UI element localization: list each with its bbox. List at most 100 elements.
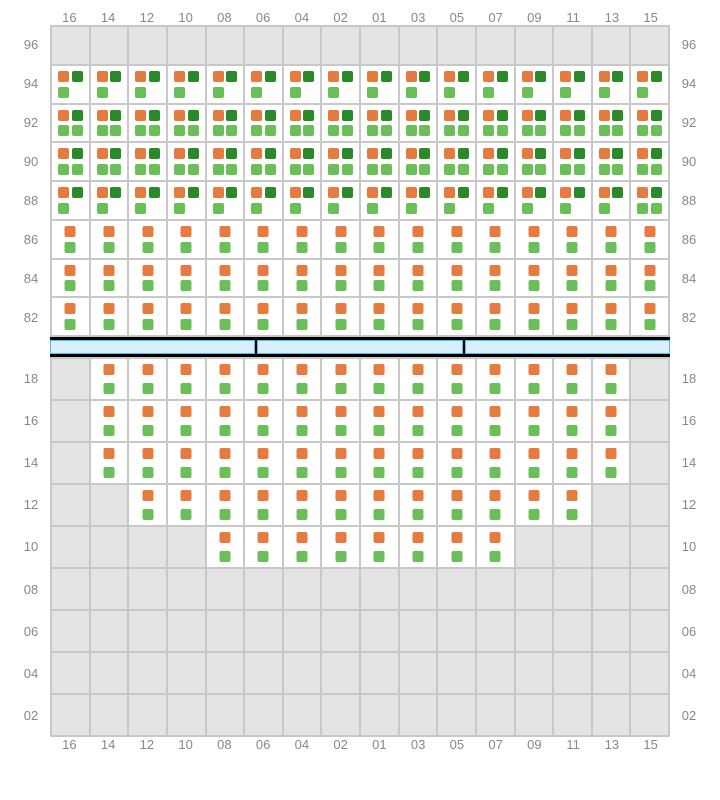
seat-cell[interactable] <box>128 442 167 484</box>
seat-cell[interactable] <box>553 400 592 442</box>
seat-cell[interactable] <box>360 358 399 400</box>
seat-cell[interactable] <box>206 104 245 143</box>
seat-cell[interactable] <box>360 142 399 181</box>
seat-cell[interactable] <box>360 181 399 220</box>
seat-cell[interactable] <box>360 104 399 143</box>
seat-cell[interactable] <box>476 297 515 336</box>
seat-cell[interactable] <box>90 297 129 336</box>
seat-cell[interactable] <box>283 358 322 400</box>
seat-cell[interactable] <box>206 442 245 484</box>
seat-cell[interactable] <box>206 65 245 104</box>
seat-cell[interactable] <box>128 181 167 220</box>
seat-cell[interactable] <box>592 297 631 336</box>
seat-cell[interactable] <box>553 358 592 400</box>
seat-cell[interactable] <box>283 220 322 259</box>
seat-cell[interactable] <box>360 220 399 259</box>
seat-cell[interactable] <box>244 484 283 526</box>
seat-cell[interactable] <box>515 142 554 181</box>
seat-cell[interactable] <box>51 220 90 259</box>
seat-cell[interactable] <box>321 259 360 298</box>
seat-cell[interactable] <box>630 142 669 181</box>
seat-cell[interactable] <box>360 484 399 526</box>
seat-cell[interactable] <box>630 259 669 298</box>
seat-cell[interactable] <box>476 181 515 220</box>
seat-cell[interactable] <box>399 526 438 568</box>
seat-cell[interactable] <box>283 142 322 181</box>
seat-cell[interactable] <box>437 358 476 400</box>
seat-cell[interactable] <box>128 220 167 259</box>
seat-cell[interactable] <box>283 526 322 568</box>
seat-cell[interactable] <box>476 484 515 526</box>
seat-cell[interactable] <box>399 484 438 526</box>
seat-cell[interactable] <box>128 297 167 336</box>
seat-cell[interactable] <box>360 297 399 336</box>
seat-cell[interactable] <box>553 220 592 259</box>
seat-cell[interactable] <box>244 220 283 259</box>
seat-cell[interactable] <box>167 484 206 526</box>
seat-cell[interactable] <box>515 358 554 400</box>
seat-cell[interactable] <box>437 526 476 568</box>
seat-cell[interactable] <box>321 526 360 568</box>
seat-cell[interactable] <box>167 259 206 298</box>
seat-cell[interactable] <box>515 259 554 298</box>
seat-cell[interactable] <box>592 400 631 442</box>
seat-cell[interactable] <box>553 442 592 484</box>
seat-cell[interactable] <box>515 181 554 220</box>
seat-cell[interactable] <box>553 181 592 220</box>
seat-cell[interactable] <box>321 104 360 143</box>
seat-cell[interactable] <box>90 65 129 104</box>
seat-cell[interactable] <box>476 220 515 259</box>
seat-cell[interactable] <box>90 442 129 484</box>
seat-cell[interactable] <box>167 65 206 104</box>
seat-cell[interactable] <box>399 104 438 143</box>
seat-cell[interactable] <box>283 400 322 442</box>
seat-cell[interactable] <box>399 442 438 484</box>
seat-cell[interactable] <box>437 65 476 104</box>
seat-cell[interactable] <box>51 259 90 298</box>
seat-cell[interactable] <box>399 358 438 400</box>
seat-cell[interactable] <box>90 142 129 181</box>
seat-cell[interactable] <box>321 442 360 484</box>
seat-cell[interactable] <box>90 181 129 220</box>
seat-cell[interactable] <box>206 526 245 568</box>
seat-cell[interactable] <box>321 142 360 181</box>
seat-cell[interactable] <box>51 142 90 181</box>
seat-cell[interactable] <box>592 65 631 104</box>
seat-cell[interactable] <box>244 400 283 442</box>
seat-cell[interactable] <box>321 65 360 104</box>
seat-cell[interactable] <box>515 484 554 526</box>
seat-cell[interactable] <box>592 220 631 259</box>
seat-cell[interactable] <box>437 104 476 143</box>
seat-cell[interactable] <box>515 220 554 259</box>
seat-cell[interactable] <box>437 484 476 526</box>
seat-cell[interactable] <box>592 104 631 143</box>
seat-cell[interactable] <box>321 181 360 220</box>
seat-cell[interactable] <box>321 400 360 442</box>
seat-cell[interactable] <box>128 104 167 143</box>
seat-cell[interactable] <box>592 358 631 400</box>
seat-cell[interactable] <box>360 400 399 442</box>
seat-cell[interactable] <box>244 297 283 336</box>
seat-cell[interactable] <box>244 442 283 484</box>
seat-cell[interactable] <box>476 358 515 400</box>
seat-cell[interactable] <box>167 220 206 259</box>
seat-cell[interactable] <box>592 142 631 181</box>
seat-cell[interactable] <box>476 526 515 568</box>
seat-cell[interactable] <box>128 65 167 104</box>
seat-cell[interactable] <box>630 65 669 104</box>
seat-cell[interactable] <box>360 65 399 104</box>
seat-cell[interactable] <box>167 442 206 484</box>
seat-cell[interactable] <box>437 297 476 336</box>
seat-cell[interactable] <box>553 104 592 143</box>
seat-cell[interactable] <box>360 259 399 298</box>
seat-cell[interactable] <box>283 181 322 220</box>
seat-cell[interactable] <box>167 104 206 143</box>
seat-cell[interactable] <box>515 442 554 484</box>
seat-cell[interactable] <box>167 142 206 181</box>
seat-cell[interactable] <box>51 104 90 143</box>
seat-cell[interactable] <box>206 142 245 181</box>
seat-cell[interactable] <box>90 358 129 400</box>
seat-cell[interactable] <box>90 400 129 442</box>
seat-cell[interactable] <box>553 484 592 526</box>
seat-cell[interactable] <box>321 220 360 259</box>
